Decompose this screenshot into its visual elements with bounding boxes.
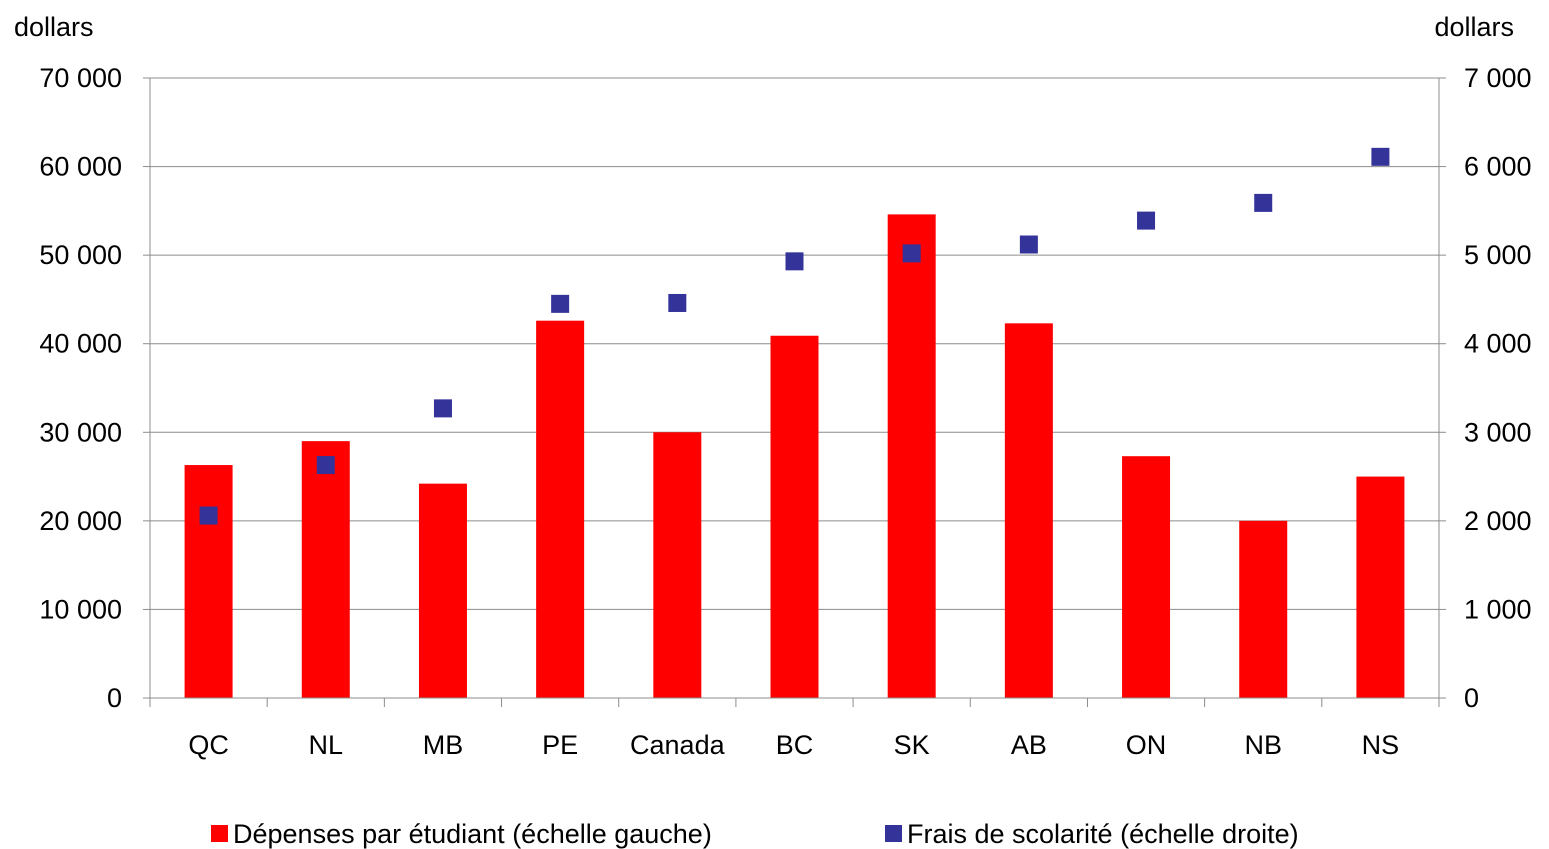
- bar: [653, 432, 702, 698]
- x-tick-label: NB: [1244, 730, 1282, 760]
- x-tick-label: AB: [1011, 730, 1047, 760]
- scatter-point: [1254, 193, 1273, 212]
- scatter-point: [668, 293, 687, 312]
- x-tick-label: BC: [776, 730, 814, 760]
- legend-swatch-bars: [211, 825, 228, 842]
- left-tick-label: 30 000: [39, 417, 122, 447]
- left-axis-unit-label: dollars: [14, 12, 94, 42]
- left-tick-label: 50 000: [39, 240, 122, 270]
- x-tick-label: NL: [309, 730, 344, 760]
- scatter-point: [902, 244, 921, 263]
- bar: [536, 320, 585, 698]
- right-axis-unit-label: dollars: [1434, 12, 1514, 42]
- right-tick-label: 6 000: [1464, 152, 1532, 182]
- x-tick-label: NS: [1362, 730, 1400, 760]
- x-tick-label: PE: [542, 730, 578, 760]
- left-tick-label: 40 000: [39, 329, 122, 359]
- scatter-point: [316, 456, 335, 475]
- left-tick-label: 20 000: [39, 506, 122, 536]
- left-tick-label: 60 000: [39, 152, 122, 182]
- right-tick-label: 1 000: [1464, 594, 1532, 624]
- bar: [770, 335, 819, 698]
- x-tick-label: QC: [188, 730, 229, 760]
- scatter-point: [1019, 235, 1038, 254]
- left-tick-label: 10 000: [39, 594, 122, 624]
- x-tick-label: Canada: [630, 730, 726, 760]
- bar: [418, 483, 467, 698]
- scatter-point: [1137, 211, 1156, 230]
- scatter-point: [551, 294, 570, 313]
- scatter-point: [433, 399, 452, 418]
- bar: [301, 441, 350, 698]
- scatter-point: [785, 252, 804, 271]
- left-tick-label: 70 000: [39, 63, 122, 93]
- axes: 0 0 10 000 1 000 20 000 2 000 30 000 3 000 40 00…: [39, 63, 1531, 760]
- point-series: [199, 147, 1390, 525]
- legend-label-bars: Dépenses par étudiant (échelle gauche): [233, 819, 712, 849]
- scatter-point: [1371, 147, 1390, 166]
- left-tick-label: 0: [107, 683, 122, 713]
- legend-label-points: Frais de scolarité (échelle droite): [907, 819, 1299, 849]
- scatter-point: [199, 506, 218, 525]
- right-tick-label: 7 000: [1464, 63, 1532, 93]
- x-tick-label: ON: [1126, 730, 1167, 760]
- right-tick-label: 0: [1464, 683, 1479, 713]
- right-tick-label: 2 000: [1464, 506, 1532, 536]
- right-tick-label: 3 000: [1464, 417, 1532, 447]
- right-tick-label: 4 000: [1464, 329, 1532, 359]
- bar: [1004, 323, 1053, 698]
- right-tick-label: 5 000: [1464, 240, 1532, 270]
- bar: [1356, 476, 1405, 698]
- bar: [184, 465, 233, 698]
- bar-series: [184, 214, 1405, 698]
- bar: [887, 214, 936, 698]
- legend: Dépenses par étudiant (échelle gauche) F…: [211, 819, 1299, 849]
- legend-swatch-points: [885, 825, 902, 842]
- bar: [1122, 456, 1171, 698]
- x-tick-label: MB: [423, 730, 464, 760]
- x-tick-label: SK: [894, 730, 930, 760]
- bar: [1239, 520, 1288, 698]
